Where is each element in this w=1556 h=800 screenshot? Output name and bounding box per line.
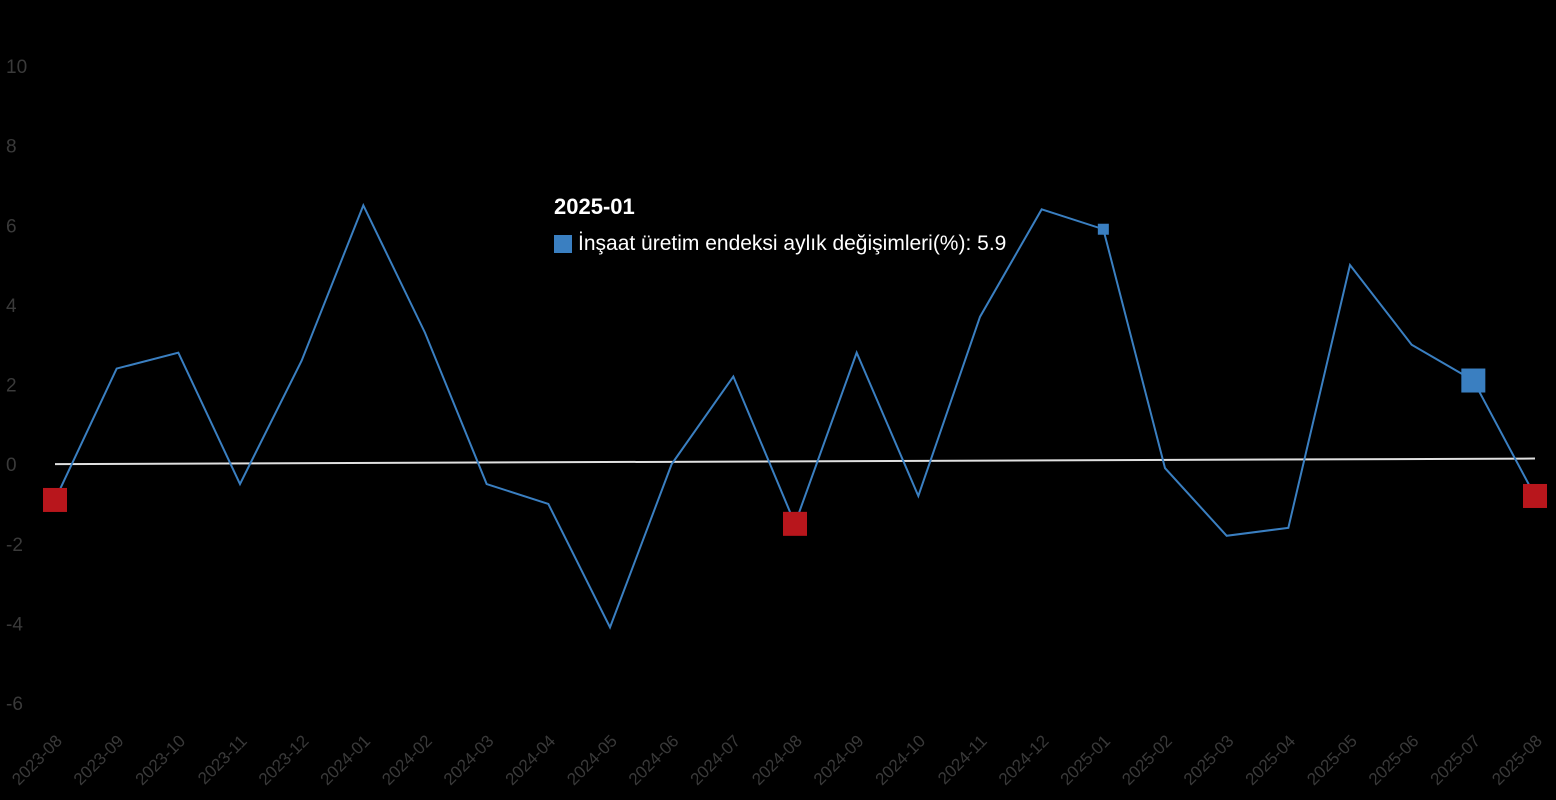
x-tick-label: 2024-07: [687, 731, 745, 789]
trend-line: [54, 457, 1536, 466]
tooltip-separator: :: [965, 232, 978, 255]
x-tick-label: 2024-03: [440, 731, 498, 789]
data-marker: [43, 487, 67, 512]
tooltip-row: İnşaat üretim endeksi aylık değişimleri(…: [554, 232, 1006, 256]
x-tick-label: 2024-06: [625, 731, 683, 789]
x-tick-label: 2025-03: [1180, 731, 1238, 789]
x-tick-label: 2025-01: [1057, 731, 1115, 789]
x-tick-label: 2023-08: [8, 731, 66, 789]
data-marker: [783, 511, 807, 536]
x-tick-label: 2025-08: [1488, 731, 1546, 789]
data-marker: [1097, 223, 1109, 235]
x-tick-label: 2023-11: [194, 731, 251, 788]
y-tick-label: 10: [6, 57, 27, 78]
markers: [43, 223, 1547, 536]
tooltip-value: 5.9: [977, 232, 1007, 255]
y-tick-label: 4: [6, 296, 17, 317]
x-tick-label: 2023-10: [132, 731, 190, 789]
x-tick-label: 2025-05: [1303, 731, 1361, 789]
tooltip-label: İnşaat üretim endeksi aylık değişimleri(…: [578, 232, 966, 255]
x-tick-label: 2025-04: [1242, 731, 1300, 789]
x-tick-label: 2024-10: [872, 731, 930, 789]
x-tick-label: 2024-04: [502, 731, 560, 789]
x-tick-label: 2023-12: [255, 731, 313, 789]
y-tick-label: 0: [6, 455, 17, 476]
x-tick-label: 2025-06: [1365, 731, 1423, 789]
tooltip-title: 2025-01: [554, 194, 635, 219]
series-line: [54, 202, 1536, 630]
x-axis: 2023-08 2023-09 2023-10 2023-11 2023-12 2024-…: [8, 731, 1546, 789]
y-tick-label: 2: [6, 376, 17, 397]
y-tick-label: -2: [6, 535, 23, 556]
x-tick-label: 2025-02: [1118, 731, 1176, 789]
x-tick-label: 2024-11: [934, 731, 991, 788]
y-tick-label: 8: [6, 137, 17, 158]
y-tick-label: -6: [6, 694, 23, 715]
tooltip: 2025-01 İnşaat üretim endeksi aylık deği…: [554, 194, 1006, 256]
data-marker: [1461, 368, 1486, 393]
y-tick-label: 6: [6, 216, 17, 237]
x-tick-label: 2024-12: [995, 731, 1053, 789]
x-tick-label: 2024-08: [748, 731, 806, 789]
x-tick-label: 2025-07: [1427, 731, 1485, 789]
y-axis: -6 -4 -2 0 2 4 6 8 10: [6, 57, 27, 715]
y-tick-label: -4: [6, 614, 23, 635]
x-tick-label: 2024-01: [317, 731, 375, 789]
x-tick-label: 2023-09: [70, 731, 128, 789]
tooltip-swatch: [554, 235, 572, 253]
x-tick-label: 2024-05: [563, 731, 621, 789]
data-marker: [1523, 483, 1547, 508]
x-tick-label: 2024-09: [810, 731, 868, 789]
x-tick-label: 2024-02: [378, 731, 436, 789]
